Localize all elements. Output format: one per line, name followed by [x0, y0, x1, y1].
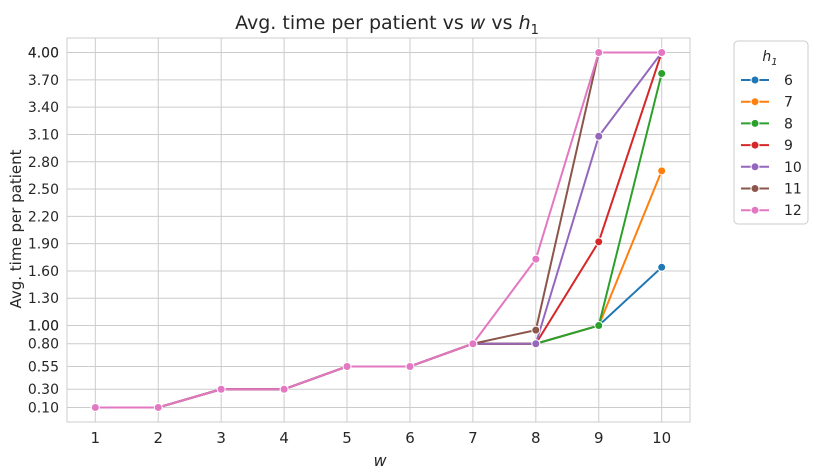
data-point [594, 321, 604, 331]
legend-label: 12 [784, 203, 802, 219]
y-tick-label: 0.30 [28, 382, 59, 398]
data-point [279, 384, 289, 394]
legend-item: 8 [741, 116, 793, 132]
x-tick-label: 1 [91, 429, 101, 447]
y-tick-label: 0.10 [28, 400, 59, 416]
legend-label: 9 [784, 138, 793, 154]
x-tick-label: 4 [279, 429, 289, 447]
legend-marker [750, 97, 760, 107]
series-line [95, 51, 663, 409]
x-tick-label: 10 [652, 429, 671, 447]
series-lines [90, 48, 667, 412]
x-tick-label: 7 [468, 429, 478, 447]
legend-marker [750, 205, 760, 215]
y-tick-label: 4.00 [28, 46, 59, 62]
y-tick-label: 2.80 [28, 155, 59, 171]
legend-label: 7 [784, 95, 793, 111]
x-tick-label: 3 [216, 429, 226, 447]
series-11 [90, 48, 667, 412]
y-tick-label: 3.10 [28, 127, 59, 143]
grid [67, 38, 690, 422]
x-tick-labels: 1 2 3 4 5 6 7 8 9 10 [91, 429, 672, 447]
data-point [657, 68, 667, 78]
y-axis-label: Avg. time per patient [7, 149, 25, 308]
series-line [95, 51, 662, 409]
data-point [153, 402, 163, 412]
data-point [531, 325, 541, 335]
x-tick-label: 9 [594, 429, 604, 447]
legend-item: 7 [741, 95, 793, 111]
y-tick-label: 2.20 [28, 209, 59, 225]
x-tick-label: 8 [531, 429, 541, 447]
legend-marker [750, 140, 760, 150]
series-line [95, 266, 663, 409]
legend-label: 6 [784, 73, 793, 89]
plot-frame [66, 37, 691, 423]
x-tick-label: 6 [405, 429, 415, 447]
legend-title: h1 [762, 49, 777, 68]
data-point [90, 402, 100, 412]
legend-frame [733, 40, 809, 225]
x-axis-label: w [373, 451, 387, 470]
y-tick-label: 0.80 [28, 337, 59, 353]
data-point [531, 339, 541, 349]
y-tick-label: 1.90 [28, 237, 59, 253]
legend-marker [750, 162, 760, 172]
legend-item: 12 [741, 203, 802, 219]
data-point [594, 131, 604, 141]
y-tick-label: 0.55 [28, 359, 59, 375]
legend-items: 6 7 8 9 10 11 12 [741, 73, 802, 219]
data-point [594, 48, 604, 58]
legend-item: 9 [741, 138, 793, 154]
series-12 [90, 48, 667, 412]
series-line [95, 52, 663, 409]
y-tick-label: 4.00 [28, 46, 59, 62]
legend-item: 10 [741, 160, 802, 176]
data-point [405, 361, 415, 371]
y-tick-label: 1.30 [28, 291, 59, 307]
x-tick-label: 2 [153, 429, 163, 447]
data-point [468, 339, 478, 349]
y-tick-label: 3.40 [28, 100, 59, 116]
x-tick-label: 5 [342, 429, 352, 447]
legend-item: 6 [741, 73, 793, 89]
data-point [657, 262, 667, 272]
chart-title: Avg. time per patient vs w vs h1 [235, 12, 539, 38]
y-tick-label: 1.60 [28, 264, 59, 280]
legend-item: 11 [741, 182, 802, 198]
data-point [657, 166, 667, 176]
legend-label: 8 [784, 116, 793, 132]
y-tick-label: 2.50 [28, 182, 59, 198]
legend-marker [750, 184, 760, 193]
data-point [594, 237, 604, 247]
legend: h1 6 7 8 9 10 11 12 [733, 40, 809, 225]
y-tick-labels: 0.100.300.550.801.001.001.301.601.902.20… [28, 46, 59, 417]
y-tick-label: 1.00 [28, 319, 59, 335]
series-10 [90, 48, 667, 412]
series-8 [90, 68, 667, 412]
legend-label: 11 [784, 182, 802, 198]
y-tick-label: 1.00 [28, 319, 59, 335]
legend-label: 10 [784, 160, 802, 176]
series-7 [90, 166, 667, 412]
data-point [342, 361, 352, 371]
data-point [216, 384, 226, 394]
series-9 [90, 48, 667, 412]
legend-marker [750, 75, 760, 85]
data-point [531, 254, 541, 264]
series-line [95, 51, 662, 409]
data-point [657, 48, 667, 58]
y-tick-label: 3.70 [28, 73, 59, 89]
legend-marker [750, 118, 760, 128]
